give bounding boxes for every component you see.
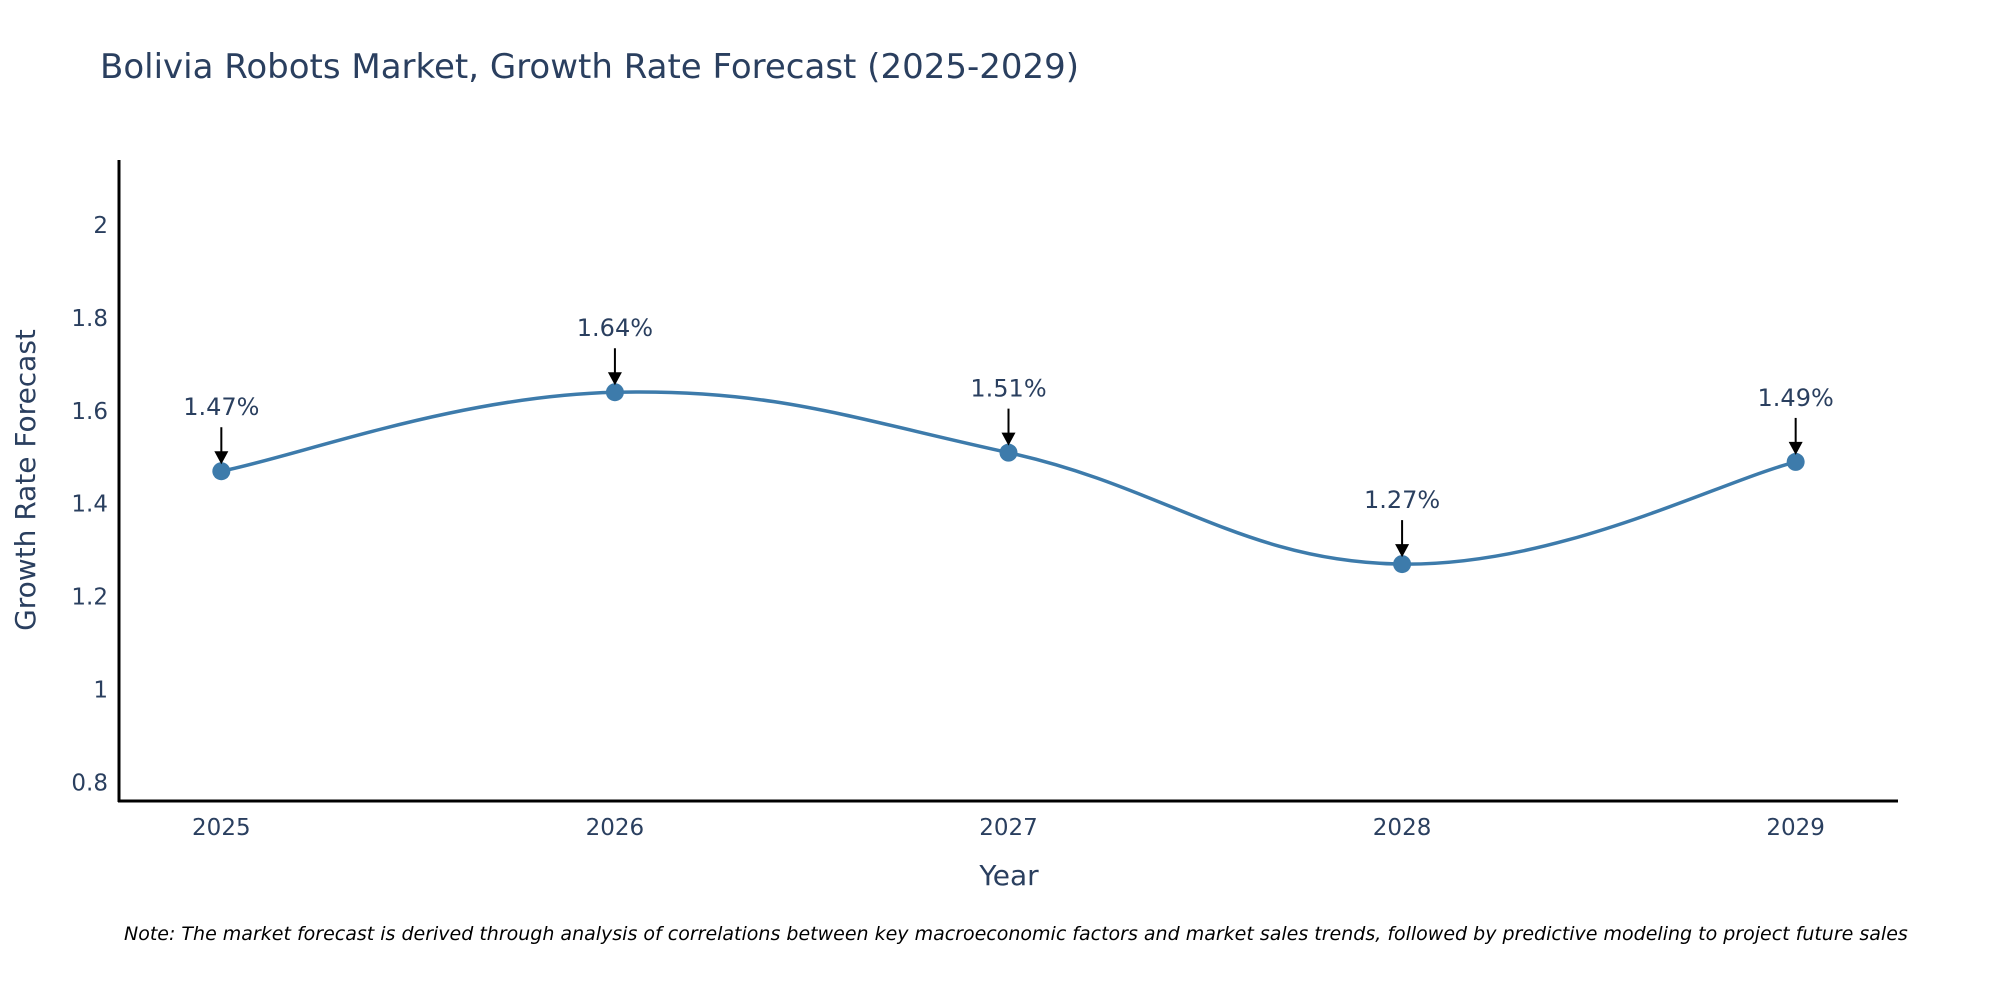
footnote: Note: The market forecast is derived thr…	[124, 923, 1908, 945]
x-tick-label: 2027	[979, 815, 1038, 841]
data-label: 1.49%	[1758, 384, 1834, 412]
annotation-arrowhead	[1788, 441, 1803, 455]
y-axis-ticks: 0.8 1 1.2 1.4 1.6 1.8 2	[71, 213, 108, 796]
data-point	[1393, 555, 1412, 574]
annotation-arrowhead	[607, 372, 622, 386]
x-axis-title: Year	[978, 859, 1039, 892]
data-label: 1.64%	[577, 314, 653, 342]
data-label: 1.47%	[183, 393, 259, 421]
data-annotations: 1.47% 1.64% 1.51% 1.27% 1.49%	[183, 314, 1834, 558]
data-point	[605, 383, 624, 402]
y-tick-label: 0.8	[71, 770, 108, 796]
data-point	[1786, 452, 1805, 471]
data-label: 1.27%	[1364, 486, 1440, 514]
annotation-arrowhead	[1001, 432, 1016, 446]
annotation-arrowhead	[1395, 544, 1410, 558]
y-axis-title: Growth Rate Forecast	[9, 329, 42, 631]
data-point	[999, 443, 1018, 462]
data-point	[212, 462, 231, 481]
x-tick-label: 2025	[192, 815, 251, 841]
data-label: 1.51%	[970, 375, 1046, 403]
y-tick-label: 1.8	[71, 306, 108, 332]
chart-title: Bolivia Robots Market, Growth Rate Forec…	[100, 47, 1079, 87]
y-tick-label: 1.2	[71, 585, 108, 611]
data-points	[212, 383, 1805, 574]
y-tick-label: 1.6	[71, 399, 108, 425]
y-tick-label: 2	[93, 213, 108, 239]
annotation-arrowhead	[214, 451, 229, 465]
x-tick-label: 2029	[1766, 815, 1825, 841]
y-tick-label: 1.4	[71, 492, 108, 518]
x-axis-ticks: 2025 2026 2027 2028 2029	[192, 815, 1825, 841]
x-tick-label: 2028	[1373, 815, 1432, 841]
x-tick-label: 2026	[586, 815, 645, 841]
y-tick-label: 1	[93, 678, 108, 704]
